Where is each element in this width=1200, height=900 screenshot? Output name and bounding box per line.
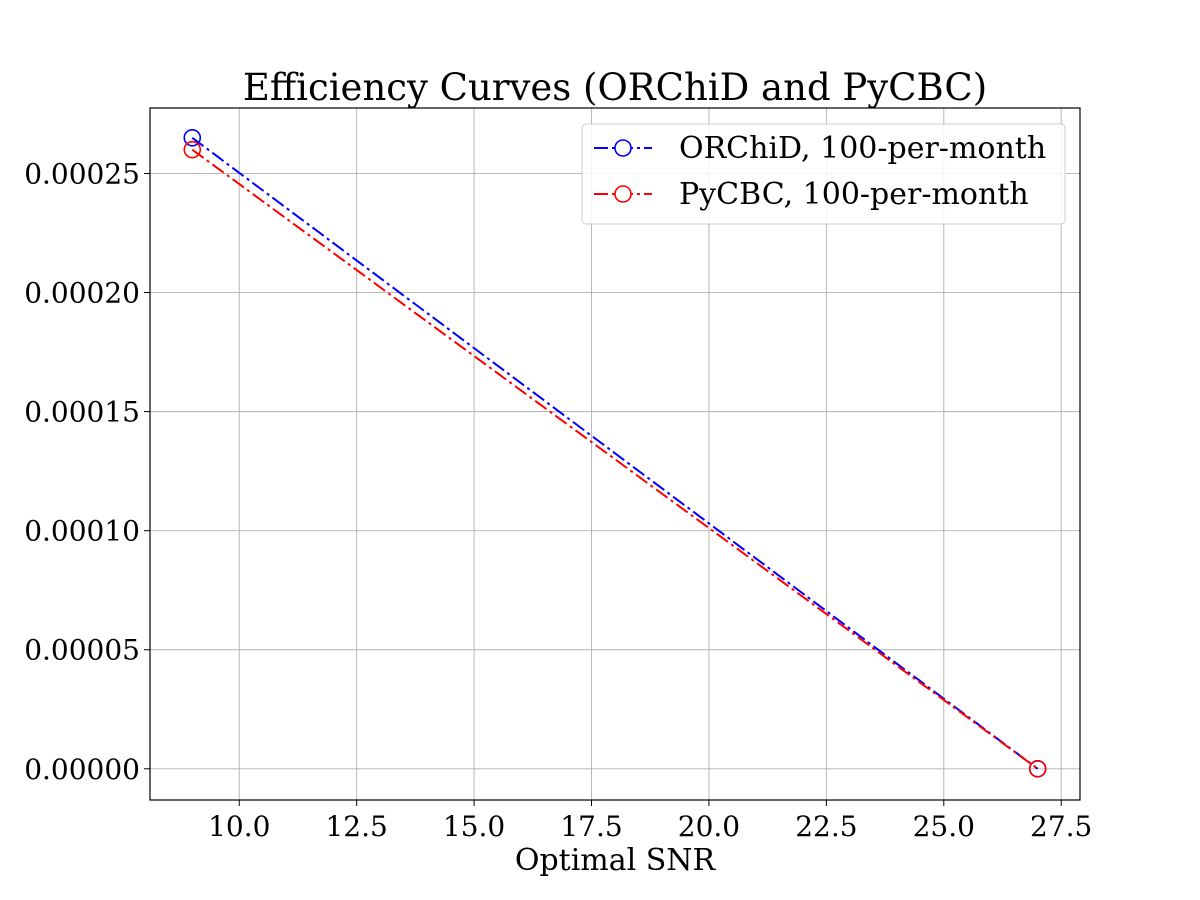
y-tick-label: 0.00025 [24, 157, 140, 190]
series-layer [183, 128, 1047, 778]
chart-title: Efficiency Curves (ORChiD and PyCBC) [243, 66, 987, 109]
y-axis-ticks: 0.00000 0.00005 0.00010 0.00015 0.00020 0.000… [24, 157, 150, 786]
x-tick-label: 17.5 [560, 810, 622, 843]
legend-entry: PyCBC, 100-per-month [594, 177, 1029, 212]
x-axis-label: Optimal SNR [515, 843, 717, 878]
y-tick-label: 0.00020 [24, 277, 140, 310]
x-axis-ticks: 10.0 12.5 15.0 17.5 20.0 22.5 25.0 27.5 [208, 800, 1092, 843]
legend-label: ORChiD, 100-per-month [679, 131, 1046, 166]
y-tick-label: 0.00010 [24, 515, 140, 548]
data-point [183, 128, 202, 147]
legend-entries: ORChiD, 100-per-month PyCBC, 100-per-mont… [594, 131, 1046, 212]
plot-frame [149, 107, 1081, 801]
x-tick-label: 25.0 [913, 810, 975, 843]
series-line [191, 136, 1039, 770]
x-tick-label: 15.0 [443, 810, 505, 843]
legend-entry: ORChiD, 100-per-month [594, 131, 1046, 166]
legend-marker [614, 185, 632, 203]
x-tick-label: 27.5 [1030, 810, 1092, 843]
data-point [1028, 760, 1047, 778]
y-tick-label: 0.00005 [24, 634, 140, 667]
data-point [183, 140, 202, 159]
legend-marker [614, 139, 632, 157]
x-tick-label: 20.0 [678, 810, 740, 843]
series-1 [183, 140, 1047, 778]
y-tick-label: 0.00000 [24, 753, 140, 786]
x-tick-label: 22.5 [795, 810, 857, 843]
legend-label: PyCBC, 100-per-month [679, 177, 1029, 212]
legend: ORChiD, 100-per-month PyCBC, 100-per-mont… [581, 123, 1066, 225]
legend-box [581, 123, 1066, 225]
x-tick-label: 10.0 [208, 810, 270, 843]
x-tick-label: 12.5 [325, 810, 387, 843]
y-tick-label: 0.00015 [24, 396, 140, 429]
